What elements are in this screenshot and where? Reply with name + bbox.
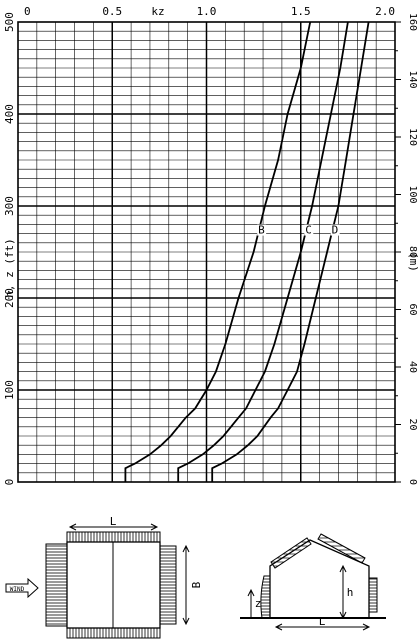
- section-length-arrow-left: [274, 623, 283, 631]
- plan-depth-label: B: [190, 581, 203, 588]
- plan-width-label: L: [110, 515, 117, 528]
- series-line-B: [124, 21, 312, 482]
- plan-right-pressure: [159, 545, 177, 625]
- y-tick-label-ft: 400: [3, 104, 16, 124]
- chart-tick-labels: 0 0.5 1.0 1.5 2.0 0 100 200 300 400 500 0 20 40 60 80 10…: [3, 5, 418, 485]
- section-z-arrow: [247, 588, 255, 597]
- section-windward-pressure: [260, 575, 271, 619]
- series-line-C: [177, 21, 349, 482]
- top-axis-label: kz: [151, 5, 164, 18]
- plan-depth-arrow-bottom: [182, 617, 190, 626]
- y-tick-label-ft: 200: [3, 288, 16, 308]
- plan-width-arrow-left: [68, 523, 77, 531]
- building-diagrams: L B WIND z h L: [5, 515, 386, 639]
- right-axis-label: (m): [407, 252, 420, 272]
- y-tick-label-ft: 0: [3, 479, 16, 486]
- section-roof-pressure-left: [270, 537, 312, 569]
- y-tick-label-m: 80: [407, 246, 418, 258]
- wind-label: WIND: [10, 586, 25, 593]
- section-leeward-pressure: [368, 577, 378, 613]
- y-tick-label-m: 0: [407, 479, 418, 485]
- section-length-arrow-right: [362, 623, 371, 631]
- series-line-D: [211, 21, 370, 482]
- series-label-bg: [257, 224, 267, 236]
- plan-width-arrow-right: [150, 523, 159, 531]
- x-tick-label: 0: [24, 5, 31, 18]
- y-tick-label-ft: 300: [3, 196, 16, 216]
- x-tick-label: 1.5: [291, 5, 311, 18]
- y-tick-label-m: 140: [407, 70, 418, 88]
- section-view: z h L: [240, 533, 386, 631]
- plan-depth-arrow-top: [182, 544, 190, 553]
- y-tick-label-ft: 100: [3, 380, 16, 400]
- series-label-bg: [304, 224, 314, 236]
- y-tick-label-m: 60: [407, 303, 418, 315]
- section-length-label: L: [319, 615, 326, 628]
- y-tick-label-m: 160: [407, 13, 418, 31]
- x-tick-label: 1.0: [197, 5, 217, 18]
- y-tick-label-m: 20: [407, 418, 418, 430]
- kz-chart: B C D 0 0.5 1.0 1.5 2.0 0 100 200 300 400 500 0 20 40 60…: [3, 5, 420, 485]
- chart-grid: [18, 21, 401, 483]
- series-label-D: D: [332, 224, 339, 237]
- series-label-B: B: [258, 224, 265, 237]
- y-tick-label-ft: 500: [3, 12, 16, 32]
- chart-series: B C D: [124, 21, 370, 482]
- section-z-label: z: [255, 597, 262, 610]
- left-axis-label: h, z (ft): [3, 238, 16, 298]
- plan-left-pressure: [45, 543, 68, 627]
- section-h-label: h: [347, 586, 354, 599]
- section-roof-pressure-right: [317, 533, 366, 564]
- plan-top-pressure: [66, 531, 161, 543]
- plan-bottom-pressure: [66, 627, 161, 639]
- plot-frame: [17, 21, 396, 483]
- x-tick-label: 0.5: [102, 5, 122, 18]
- section-h-arrow-bottom: [339, 611, 347, 620]
- section-h-arrow-top: [339, 564, 347, 573]
- plan-view: L B: [45, 515, 203, 639]
- series-label-bg: [330, 224, 340, 236]
- series-label-C: C: [305, 224, 312, 237]
- y-tick-label-m: 40: [407, 361, 418, 373]
- wind-arrow: WIND: [5, 577, 39, 599]
- y-tick-label-m: 120: [407, 128, 418, 146]
- wind-arrow-icon: [5, 577, 39, 599]
- y-tick-label-m: 100: [407, 185, 418, 203]
- x-tick-label: 2.0: [375, 5, 395, 18]
